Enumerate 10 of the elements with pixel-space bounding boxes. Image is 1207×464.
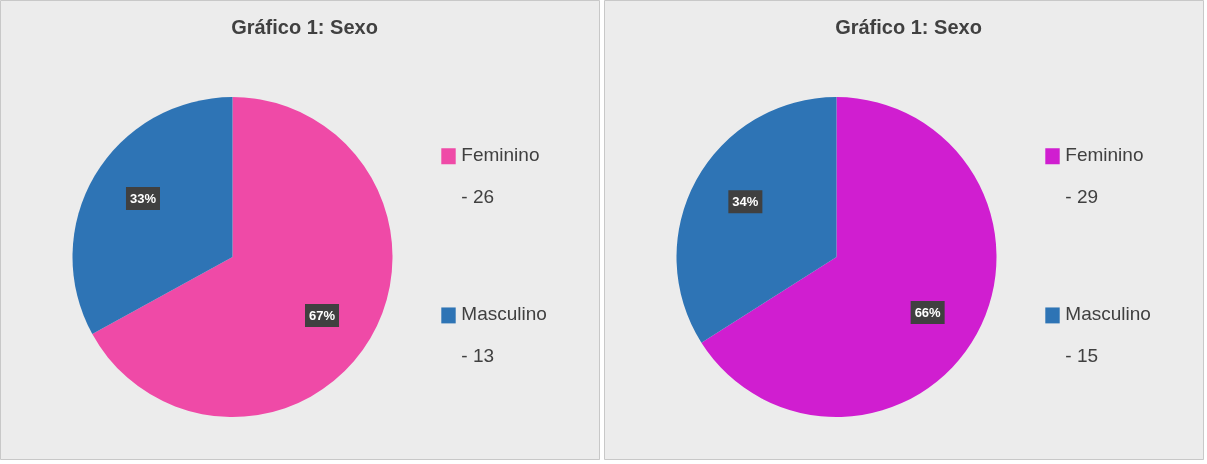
chart-title: Gráfico 1: Sexo: [231, 16, 378, 39]
data-label: 67%: [309, 308, 336, 324]
data-label: 66%: [914, 304, 942, 320]
legend-label: Feminino - 26: [461, 144, 540, 208]
legend-label: Feminino - 29: [1065, 144, 1144, 208]
chart-title: Gráfico 1: Sexo: [835, 16, 982, 39]
data-label: 34%: [732, 194, 759, 210]
data-label: 33%: [129, 191, 157, 206]
legend-label: Masculino - 13: [461, 303, 547, 367]
legend-label: Masculino - 15: [1065, 303, 1151, 367]
